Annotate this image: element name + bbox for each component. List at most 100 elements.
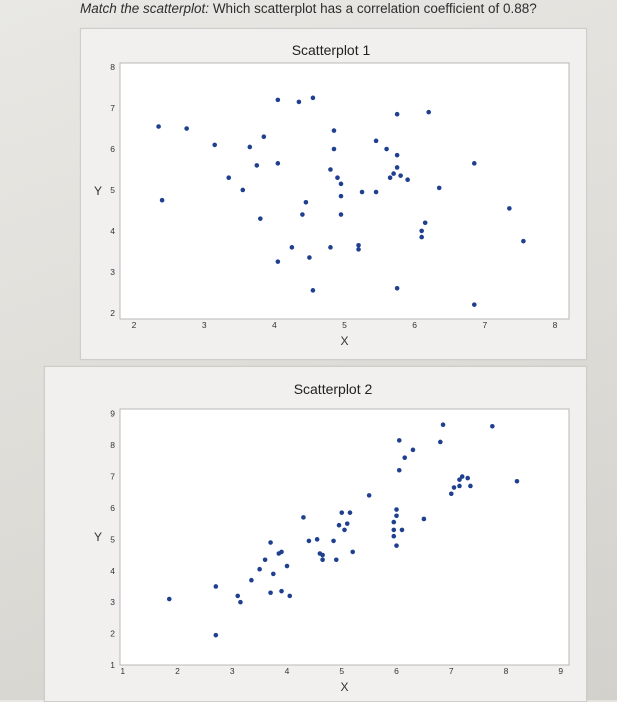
scatterplot-2-chart: Scatterplot 2 1 2 3 4 5 6 7 8 9 1 2 3 4 5 6 7 8 9 X Y — [94, 381, 570, 694]
scatterplot-2-point — [279, 549, 284, 555]
scatterplot-1-point — [275, 161, 281, 166]
scatterplot-1-point — [310, 95, 316, 101]
scatterplot-2-y-tick-label: 1 — [110, 660, 115, 670]
scatterplot-1-y-tick-label: 2 — [110, 308, 115, 318]
scatterplot-2-x-tick-label: 3 — [230, 666, 235, 676]
scatterplot-2-point — [399, 527, 405, 533]
scatterplot-2-y-tick-label: 6 — [110, 503, 115, 513]
scatterplot-2-point — [235, 593, 241, 599]
scatterplot-1-y-tick-label: 6 — [110, 144, 115, 154]
question-lead: Match the scatterplot: — [80, 1, 210, 16]
scatterplot-2-x-tick-label: 7 — [449, 666, 454, 676]
scatterplot-2-point — [459, 474, 465, 479]
scatterplot-1-chart: Scatterplot 1 2 3 4 5 6 7 8 2 3 4 5 6 7 8 X Y — [94, 42, 570, 348]
scatterplot-1-point — [296, 99, 302, 105]
scatterplot-2-point — [366, 493, 372, 498]
scatterplot-1-point — [331, 146, 337, 152]
scatterplot-1-point — [159, 197, 165, 203]
scatterplot-1-x-tick-label: 4 — [272, 320, 277, 330]
scatterplot-1-point — [275, 259, 281, 264]
scatterplot-1-point — [398, 173, 403, 178]
scatterplot-1-point — [307, 255, 312, 260]
scatterplot-2-point — [490, 423, 495, 429]
scatterplot-1-x-axis-label: X — [340, 334, 348, 348]
scatterplot-2-point — [331, 538, 336, 544]
scatterplot-2-point — [320, 552, 325, 558]
scatterplot-1-point — [300, 212, 305, 217]
scatterplot-1-point — [275, 97, 281, 103]
scatterplot-2-point — [394, 513, 399, 519]
scatterplot-1-title: Scatterplot 1 — [292, 42, 371, 58]
scatterplot-1-point — [394, 152, 400, 158]
scatterplot-2-point — [402, 455, 408, 460]
scatterplot-2-point — [396, 438, 402, 443]
scatterplot-2-y-axis-label: Y — [94, 530, 102, 544]
scatterplot-2-point — [391, 533, 397, 539]
scatterplot-1-point — [391, 171, 396, 176]
scatterplot-1-point — [156, 124, 161, 129]
scatterplot-1-point — [394, 111, 400, 117]
scatterplot-2-point — [333, 557, 339, 563]
scatterplot-2-title: Scatterplot 2 — [294, 381, 373, 397]
scatterplot-1-x-tick-label: 5 — [342, 320, 347, 330]
scatterplot-2-y-tick-label: 8 — [110, 440, 115, 450]
scatterplot-1-point — [394, 285, 400, 291]
scatterplot-2-point — [320, 557, 325, 563]
scatterplot-1-point — [426, 109, 431, 115]
scatterplot-2-point — [238, 599, 243, 605]
scatterplot-2-point — [451, 485, 457, 490]
scatterplot-1-point — [240, 187, 246, 193]
scatterplot-1-point — [338, 212, 344, 217]
scatterplot-2-point — [391, 519, 397, 525]
scatterplot-2-point — [448, 491, 454, 497]
question-rest: Which scatterplot has a correlation coef… — [209, 1, 537, 16]
scatterplot-2-point — [284, 563, 290, 569]
scatterplot-1-point — [384, 146, 389, 152]
scatterplot-2-point — [457, 483, 462, 489]
scatterplot-1-point — [405, 177, 410, 183]
scatterplot-1-point — [184, 126, 189, 131]
scatterplot-2-point — [396, 467, 402, 473]
scatterplot-1-y-tick-label: 4 — [110, 226, 115, 236]
scatterplot-1-point — [247, 144, 253, 150]
scatterplot-2-x-tick-label: 2 — [175, 666, 180, 676]
scatterplot-2-point — [514, 478, 520, 484]
scatterplot-1-point — [289, 245, 295, 250]
scatterplot-2-panel: Scatterplot 2 1 2 3 4 5 6 7 8 9 1 2 3 4 5 6 7 8 9 X Y — [44, 366, 587, 702]
scatterplot-2-point — [350, 549, 356, 555]
scatterplot-2-point — [287, 593, 293, 599]
scatterplot-1-point — [419, 228, 424, 234]
scatterplot-2-point — [279, 588, 284, 594]
scatterplot-2-y-tick-label: 5 — [110, 534, 115, 544]
scatterplot-1-y-tick-label: 7 — [110, 103, 115, 113]
scatterplot-1-point — [419, 234, 424, 240]
scatterplot-1-point — [394, 165, 400, 170]
scatterplot-2-point — [213, 632, 219, 638]
scatterplot-1-point — [359, 189, 365, 195]
scatterplot-1-point — [303, 199, 309, 205]
scatterplot-1-x-tick-label: 3 — [202, 320, 207, 330]
scatterplot-2-x-tick-label: 8 — [504, 666, 509, 676]
scatterplot-2-point — [394, 507, 399, 512]
scatterplot-2-point — [339, 510, 345, 515]
scatterplot-1-point — [254, 163, 260, 168]
scatterplot-1-point — [338, 193, 344, 199]
scatterplot-2-point — [344, 521, 350, 526]
scatterplot-1-point — [331, 128, 337, 133]
scatterplot-2-point — [306, 538, 312, 544]
scatterplot-2-point — [257, 566, 262, 572]
scatterplot-1-point — [328, 167, 333, 172]
scatterplot-1-point — [436, 185, 442, 191]
question-text: Match the scatterplot: Which scatterplot… — [80, 1, 537, 16]
scatterplot-1-x-tick-label: 7 — [482, 320, 487, 330]
scatterplot-2-point — [468, 483, 473, 489]
scatterplot-1-point — [335, 175, 340, 180]
scatterplot-2-point — [465, 475, 471, 481]
scatterplot-1-point — [212, 142, 218, 148]
scatterplot-2-point — [268, 540, 273, 545]
scatterplot-2-point — [301, 515, 306, 520]
scatterplot-1-point — [328, 245, 333, 250]
scatterplot-2-x-tick-label: 4 — [285, 666, 290, 676]
scatterplot-2-point — [314, 537, 320, 542]
scatterplot-2-point — [347, 510, 353, 515]
